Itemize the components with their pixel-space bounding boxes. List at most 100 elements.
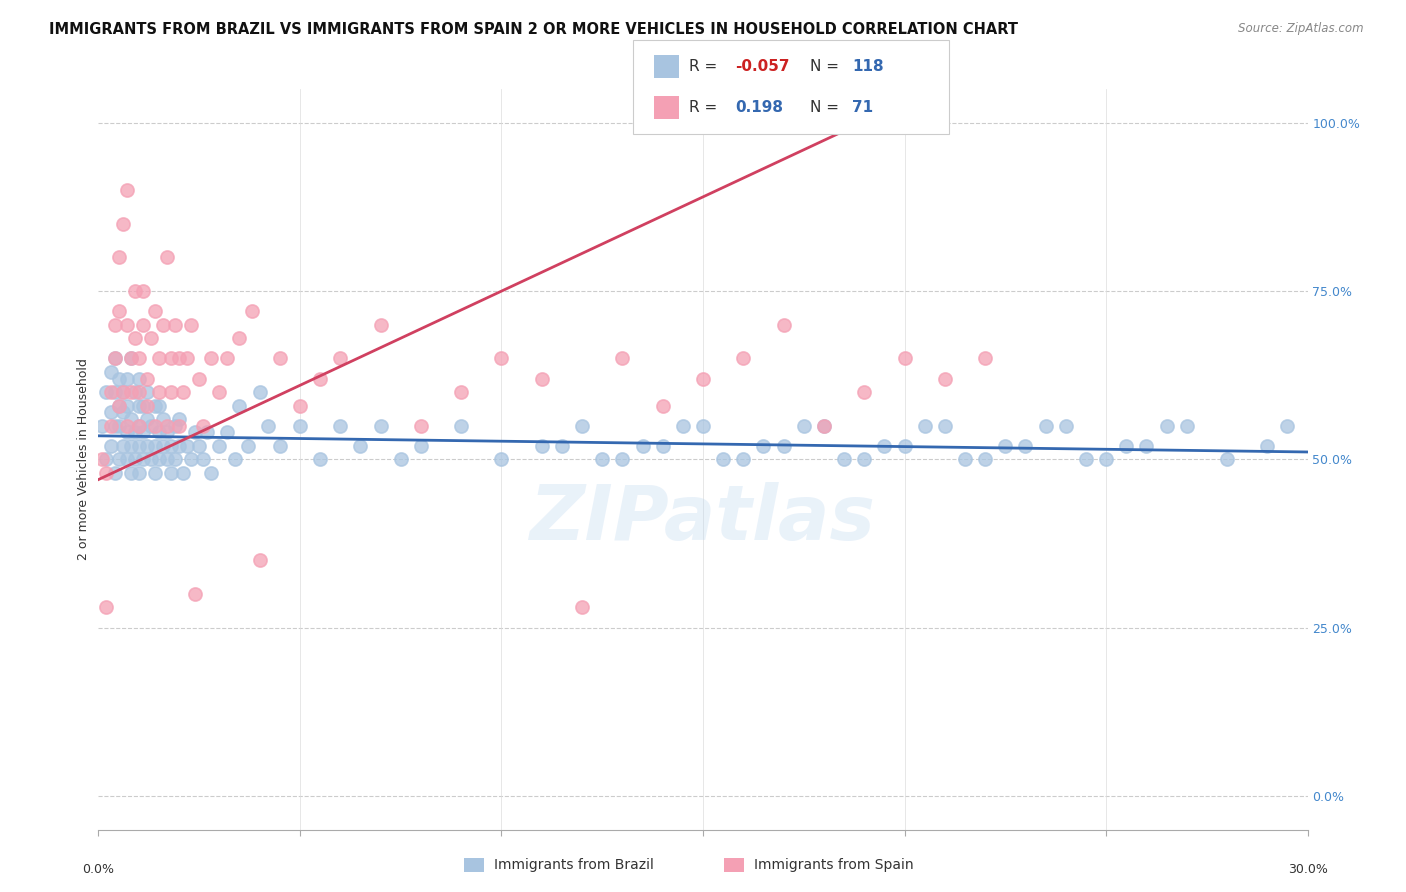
- Point: [934, 371, 956, 385]
- Point: [143, 418, 166, 433]
- Point: [180, 318, 202, 332]
- Point: [120, 466, 142, 480]
- Point: [111, 405, 134, 419]
- Text: 71: 71: [852, 100, 873, 115]
- Point: [91, 418, 114, 433]
- Point: [370, 418, 392, 433]
- Point: [100, 365, 122, 379]
- Point: [111, 385, 134, 400]
- Point: [236, 439, 259, 453]
- Text: 118: 118: [852, 59, 883, 74]
- Point: [1175, 418, 1198, 433]
- Point: [208, 439, 231, 453]
- Point: [111, 217, 134, 231]
- Text: N =: N =: [810, 59, 844, 74]
- Point: [389, 452, 412, 467]
- Point: [692, 418, 714, 433]
- Point: [893, 439, 915, 453]
- Point: [195, 425, 218, 440]
- Point: [349, 439, 371, 453]
- Point: [1095, 452, 1118, 467]
- Point: [160, 439, 183, 453]
- Point: [228, 331, 250, 345]
- Point: [167, 418, 190, 433]
- Point: [217, 351, 239, 366]
- Point: [176, 351, 198, 366]
- Point: [107, 251, 129, 265]
- Point: [143, 439, 166, 453]
- Point: [152, 318, 174, 332]
- Point: [156, 251, 179, 265]
- Text: Source: ZipAtlas.com: Source: ZipAtlas.com: [1239, 22, 1364, 36]
- Point: [107, 418, 129, 433]
- Point: [107, 399, 129, 413]
- Text: Immigrants from Spain: Immigrants from Spain: [754, 858, 914, 872]
- Point: [120, 385, 142, 400]
- Point: [176, 439, 198, 453]
- Point: [143, 399, 166, 413]
- Point: [156, 452, 179, 467]
- Point: [160, 385, 183, 400]
- Point: [128, 418, 150, 433]
- Point: [1256, 439, 1278, 453]
- Point: [124, 385, 146, 400]
- Point: [107, 304, 129, 318]
- Point: [139, 331, 162, 345]
- Point: [200, 466, 222, 480]
- Point: [115, 318, 138, 332]
- Point: [115, 183, 138, 197]
- Text: -0.057: -0.057: [735, 59, 790, 74]
- Point: [120, 351, 142, 366]
- Point: [124, 284, 146, 298]
- Point: [132, 425, 155, 440]
- Point: [1115, 439, 1137, 453]
- Text: ZIPatlas: ZIPatlas: [530, 482, 876, 556]
- Point: [200, 351, 222, 366]
- Point: [309, 452, 332, 467]
- Point: [571, 418, 593, 433]
- Point: [672, 418, 695, 433]
- Point: [124, 331, 146, 345]
- Point: [772, 439, 794, 453]
- Point: [193, 418, 215, 433]
- Point: [249, 553, 271, 567]
- Point: [530, 371, 553, 385]
- Point: [370, 318, 392, 332]
- Point: [128, 439, 150, 453]
- Point: [793, 418, 815, 433]
- Point: [269, 351, 291, 366]
- Point: [551, 439, 574, 453]
- Point: [1216, 452, 1239, 467]
- Point: [651, 439, 673, 453]
- Point: [249, 385, 271, 400]
- Point: [491, 351, 513, 366]
- Point: [100, 405, 122, 419]
- Point: [167, 351, 190, 366]
- Point: [91, 452, 114, 467]
- Point: [208, 385, 231, 400]
- Point: [184, 587, 207, 601]
- Point: [711, 452, 734, 467]
- Point: [180, 452, 202, 467]
- Point: [188, 371, 211, 385]
- Point: [994, 439, 1017, 453]
- Point: [120, 351, 142, 366]
- Point: [813, 418, 835, 433]
- Point: [160, 351, 183, 366]
- Point: [329, 418, 352, 433]
- Point: [1054, 418, 1077, 433]
- Point: [752, 439, 775, 453]
- Point: [934, 418, 956, 433]
- Point: [256, 418, 278, 433]
- Point: [148, 399, 170, 413]
- Point: [631, 439, 654, 453]
- Point: [120, 439, 142, 453]
- Point: [1156, 418, 1178, 433]
- Point: [163, 318, 186, 332]
- Point: [491, 452, 513, 467]
- Point: [974, 351, 997, 366]
- Point: [135, 412, 157, 426]
- Point: [139, 452, 162, 467]
- Point: [163, 418, 186, 433]
- Point: [111, 385, 134, 400]
